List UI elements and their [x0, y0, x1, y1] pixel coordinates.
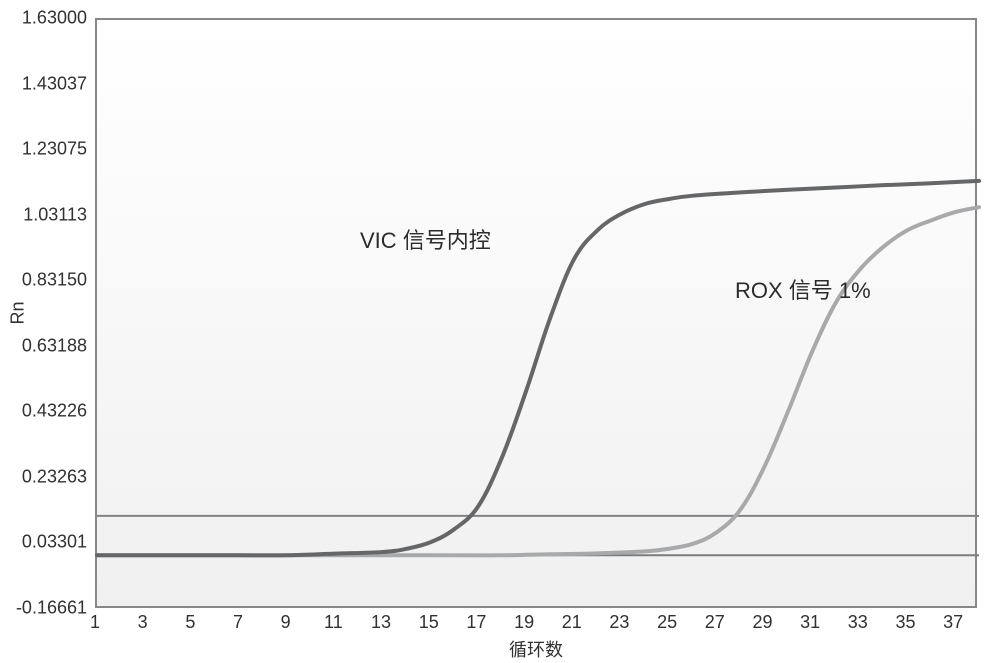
y-tick-label: 1.63000: [7, 8, 87, 29]
y-axis-label: Rn: [8, 301, 29, 324]
x-tick-label: 5: [185, 612, 195, 633]
series-VIC: [97, 181, 979, 556]
y-tick-label: 1.43037: [7, 73, 87, 94]
x-tick-label: 11: [324, 612, 343, 633]
plot-area: [95, 18, 977, 608]
x-tick-label: 13: [371, 612, 391, 633]
series-label-ROX: ROX 信号 1%: [735, 273, 871, 305]
y-tick-label: 0.23263: [7, 466, 87, 487]
x-tick-label: 35: [895, 612, 915, 633]
x-tick-label: 23: [609, 612, 629, 633]
x-tick-label: 15: [419, 612, 439, 633]
x-tick-label: 21: [562, 612, 582, 633]
y-tick-label: 0.43226: [7, 401, 87, 422]
plot-svg: [97, 20, 979, 610]
y-tick-label: 0.63188: [7, 335, 87, 356]
x-tick-label: 1: [90, 612, 100, 633]
y-tick-label: 0.03301: [7, 532, 87, 553]
y-tick-label: 1.23075: [7, 139, 87, 160]
series-ROX: [97, 207, 979, 555]
x-tick-label: 17: [466, 612, 486, 633]
x-tick-label: 31: [800, 612, 820, 633]
x-tick-label: 3: [138, 612, 148, 633]
x-tick-label: 9: [281, 612, 291, 633]
x-tick-label: 25: [657, 612, 677, 633]
x-tick-label: 19: [514, 612, 534, 633]
y-tick-label: 1.03113: [7, 204, 87, 225]
x-tick-label: 37: [943, 612, 963, 633]
x-tick-label: 29: [752, 612, 772, 633]
y-tick-label: 0.83150: [7, 270, 87, 291]
x-tick-label: 33: [848, 612, 868, 633]
x-tick-label: 27: [705, 612, 725, 633]
chart-canvas: Rn 循环数 -0.16661 0.03301 0.23263 0.43226 0.63…: [0, 0, 1000, 663]
y-tick-label: -0.16661: [7, 598, 87, 619]
x-tick-label: 7: [233, 612, 243, 633]
series-label-VIC: VIC 信号内控: [360, 223, 491, 255]
x-axis-label: 循环数: [509, 636, 563, 662]
